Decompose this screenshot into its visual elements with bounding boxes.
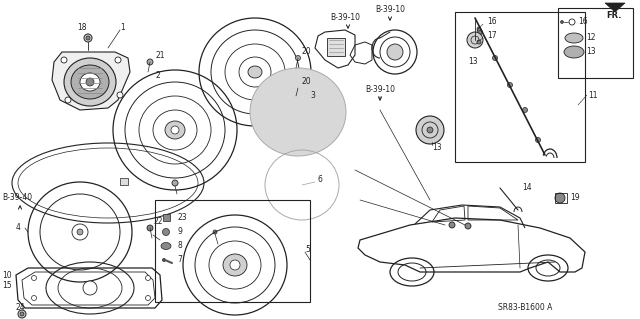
- Ellipse shape: [564, 46, 584, 58]
- Circle shape: [561, 20, 563, 24]
- Circle shape: [387, 44, 403, 60]
- Circle shape: [465, 223, 471, 229]
- Text: 14: 14: [522, 183, 532, 192]
- Text: 16: 16: [578, 18, 588, 26]
- Circle shape: [61, 57, 67, 63]
- Circle shape: [147, 59, 153, 65]
- Text: B-39-40: B-39-40: [2, 194, 32, 203]
- Circle shape: [508, 83, 513, 87]
- Text: 2: 2: [155, 70, 160, 79]
- Bar: [120, 178, 128, 185]
- Circle shape: [72, 224, 88, 240]
- Text: B-39-10: B-39-10: [365, 85, 395, 94]
- Circle shape: [493, 56, 497, 61]
- Circle shape: [213, 230, 217, 234]
- Polygon shape: [52, 52, 130, 110]
- Ellipse shape: [223, 254, 247, 276]
- Text: 16: 16: [487, 18, 497, 26]
- Bar: [455, 12, 585, 162]
- Ellipse shape: [248, 66, 262, 78]
- Circle shape: [536, 137, 541, 143]
- Ellipse shape: [250, 68, 346, 156]
- Circle shape: [296, 56, 301, 61]
- Circle shape: [416, 116, 444, 144]
- Circle shape: [163, 228, 170, 235]
- Text: 8: 8: [177, 241, 182, 250]
- Circle shape: [147, 225, 153, 231]
- Ellipse shape: [565, 33, 583, 43]
- Text: 12: 12: [586, 33, 595, 42]
- Text: 4: 4: [16, 224, 21, 233]
- Text: SR83-B1600 A: SR83-B1600 A: [498, 303, 552, 313]
- Circle shape: [427, 127, 433, 133]
- Bar: [327, 38, 345, 56]
- Text: 18: 18: [77, 24, 87, 33]
- Circle shape: [555, 193, 565, 203]
- Text: B-39-10: B-39-10: [375, 5, 405, 14]
- Bar: [163, 214, 170, 221]
- Text: 10: 10: [2, 271, 12, 280]
- Text: 7: 7: [177, 256, 182, 264]
- Circle shape: [18, 310, 26, 318]
- Circle shape: [20, 312, 24, 316]
- Circle shape: [477, 40, 481, 44]
- Ellipse shape: [80, 73, 100, 91]
- Text: 6: 6: [318, 175, 323, 184]
- Circle shape: [163, 258, 166, 262]
- Bar: [155, 200, 310, 302]
- Bar: [558, 8, 633, 78]
- Text: 17: 17: [487, 32, 497, 41]
- Circle shape: [172, 180, 178, 186]
- Text: 13: 13: [432, 144, 442, 152]
- Circle shape: [145, 276, 150, 280]
- Text: 9: 9: [177, 227, 182, 236]
- Circle shape: [467, 32, 483, 48]
- Text: 20: 20: [302, 48, 312, 56]
- Text: 1: 1: [120, 24, 125, 33]
- Circle shape: [171, 126, 179, 134]
- Text: 5: 5: [305, 246, 310, 255]
- Circle shape: [83, 281, 97, 295]
- Circle shape: [145, 295, 150, 300]
- Circle shape: [477, 27, 481, 31]
- Circle shape: [31, 276, 36, 280]
- Text: 20: 20: [302, 78, 312, 86]
- Text: 22: 22: [154, 218, 163, 226]
- Ellipse shape: [165, 121, 185, 139]
- Ellipse shape: [71, 65, 109, 99]
- Text: 11: 11: [588, 91, 598, 100]
- Text: B-39-10: B-39-10: [330, 13, 360, 23]
- Circle shape: [117, 92, 123, 98]
- Circle shape: [31, 295, 36, 300]
- Text: 3: 3: [310, 91, 315, 100]
- Circle shape: [84, 34, 92, 42]
- Circle shape: [449, 222, 455, 228]
- Circle shape: [86, 36, 90, 40]
- Circle shape: [296, 85, 301, 91]
- Polygon shape: [605, 3, 625, 12]
- Circle shape: [65, 97, 71, 103]
- Text: 15: 15: [2, 280, 12, 290]
- Text: 24: 24: [15, 302, 24, 311]
- Ellipse shape: [161, 242, 171, 249]
- Text: 13: 13: [468, 57, 477, 66]
- Text: 23: 23: [177, 213, 187, 222]
- Bar: [555, 193, 567, 203]
- Ellipse shape: [64, 58, 116, 106]
- Text: FR.: FR.: [606, 11, 621, 19]
- Circle shape: [86, 78, 94, 86]
- Circle shape: [522, 108, 527, 113]
- Text: 21: 21: [155, 50, 164, 60]
- Circle shape: [477, 29, 483, 34]
- Circle shape: [230, 260, 240, 270]
- Circle shape: [77, 229, 83, 235]
- Text: 19: 19: [570, 194, 580, 203]
- Circle shape: [115, 57, 121, 63]
- Text: 13: 13: [586, 48, 596, 56]
